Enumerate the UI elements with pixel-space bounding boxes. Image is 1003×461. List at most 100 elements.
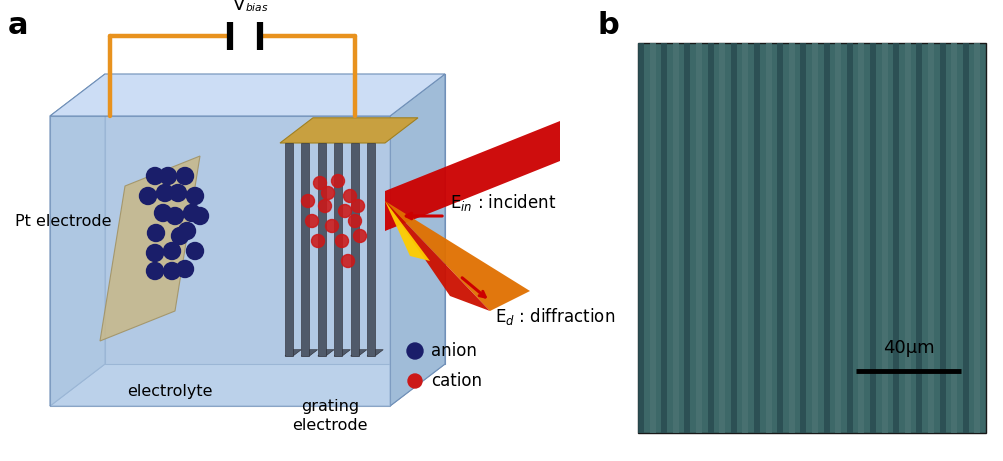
- Circle shape: [170, 184, 187, 201]
- Circle shape: [163, 262, 181, 279]
- Bar: [858, 43, 864, 433]
- Bar: [811, 43, 817, 433]
- Bar: [870, 43, 876, 433]
- Circle shape: [305, 214, 318, 227]
- Bar: [974, 43, 980, 433]
- Text: E$_{in}$ : incident: E$_{in}$ : incident: [449, 191, 556, 213]
- Polygon shape: [350, 350, 366, 356]
- Bar: [788, 43, 794, 433]
- Circle shape: [147, 225, 164, 242]
- Polygon shape: [50, 116, 389, 406]
- Circle shape: [321, 187, 334, 200]
- Bar: [741, 43, 747, 433]
- Circle shape: [156, 184, 174, 201]
- Text: anion: anion: [430, 342, 476, 360]
- Circle shape: [139, 188, 156, 205]
- Bar: [661, 43, 667, 433]
- Text: a: a: [8, 11, 28, 40]
- Circle shape: [192, 207, 209, 225]
- Circle shape: [343, 189, 356, 202]
- Bar: [707, 43, 713, 433]
- Polygon shape: [334, 143, 342, 356]
- Polygon shape: [334, 350, 350, 356]
- Circle shape: [353, 230, 366, 242]
- Text: grating
electrode: grating electrode: [292, 399, 367, 432]
- Circle shape: [187, 188, 204, 205]
- Text: cation: cation: [430, 372, 481, 390]
- Bar: [776, 43, 782, 433]
- Bar: [834, 43, 841, 433]
- Text: E$_d$ : diffraction: E$_d$ : diffraction: [494, 306, 615, 327]
- Bar: [637, 43, 643, 433]
- Text: Pt electrode: Pt electrode: [15, 213, 111, 229]
- Polygon shape: [301, 143, 309, 356]
- Circle shape: [146, 167, 163, 184]
- Circle shape: [187, 242, 204, 260]
- Bar: [730, 43, 736, 433]
- Polygon shape: [384, 201, 530, 311]
- Bar: [753, 43, 759, 433]
- Bar: [950, 43, 956, 433]
- Bar: [649, 43, 655, 433]
- Bar: [695, 43, 701, 433]
- Circle shape: [177, 167, 194, 184]
- Bar: [637, 43, 985, 433]
- Bar: [881, 43, 887, 433]
- Polygon shape: [384, 121, 560, 231]
- Polygon shape: [350, 143, 358, 356]
- Polygon shape: [285, 143, 293, 356]
- Text: electrolyte: electrolyte: [127, 384, 213, 399]
- Bar: [927, 43, 933, 433]
- Polygon shape: [100, 156, 200, 341]
- Polygon shape: [105, 74, 444, 364]
- Circle shape: [146, 244, 163, 261]
- Bar: [846, 43, 852, 433]
- Polygon shape: [367, 350, 383, 356]
- Circle shape: [184, 205, 201, 221]
- Text: 40μm: 40μm: [882, 339, 934, 357]
- Polygon shape: [384, 201, 429, 261]
- Circle shape: [338, 205, 351, 218]
- Polygon shape: [389, 74, 444, 406]
- Circle shape: [351, 200, 364, 213]
- Bar: [904, 43, 910, 433]
- Circle shape: [335, 235, 348, 248]
- Polygon shape: [50, 74, 105, 406]
- Circle shape: [301, 195, 314, 207]
- Bar: [672, 43, 678, 433]
- Bar: [718, 43, 724, 433]
- Bar: [684, 43, 690, 433]
- Bar: [939, 43, 945, 433]
- Circle shape: [154, 205, 172, 221]
- Polygon shape: [301, 350, 317, 356]
- Polygon shape: [50, 364, 444, 406]
- Polygon shape: [367, 143, 375, 356]
- Polygon shape: [280, 118, 417, 143]
- Bar: [822, 43, 828, 433]
- Circle shape: [406, 343, 422, 359]
- Circle shape: [325, 219, 338, 232]
- Polygon shape: [318, 143, 326, 356]
- Bar: [962, 43, 968, 433]
- Bar: [893, 43, 899, 433]
- Circle shape: [348, 214, 361, 227]
- Circle shape: [341, 254, 354, 267]
- Polygon shape: [285, 350, 301, 356]
- Circle shape: [311, 235, 324, 248]
- Polygon shape: [384, 201, 489, 311]
- Text: $_{bias}$: $_{bias}$: [245, 0, 269, 14]
- Circle shape: [163, 242, 181, 260]
- Circle shape: [313, 177, 326, 189]
- Circle shape: [407, 374, 421, 388]
- Bar: [765, 43, 771, 433]
- Text: V: V: [233, 0, 245, 14]
- Polygon shape: [318, 350, 334, 356]
- Circle shape: [166, 207, 184, 225]
- Circle shape: [177, 260, 194, 278]
- Circle shape: [159, 167, 177, 184]
- Circle shape: [318, 200, 331, 213]
- Bar: [916, 43, 922, 433]
- Circle shape: [146, 262, 163, 279]
- Text: b: b: [598, 11, 619, 40]
- Circle shape: [331, 175, 344, 188]
